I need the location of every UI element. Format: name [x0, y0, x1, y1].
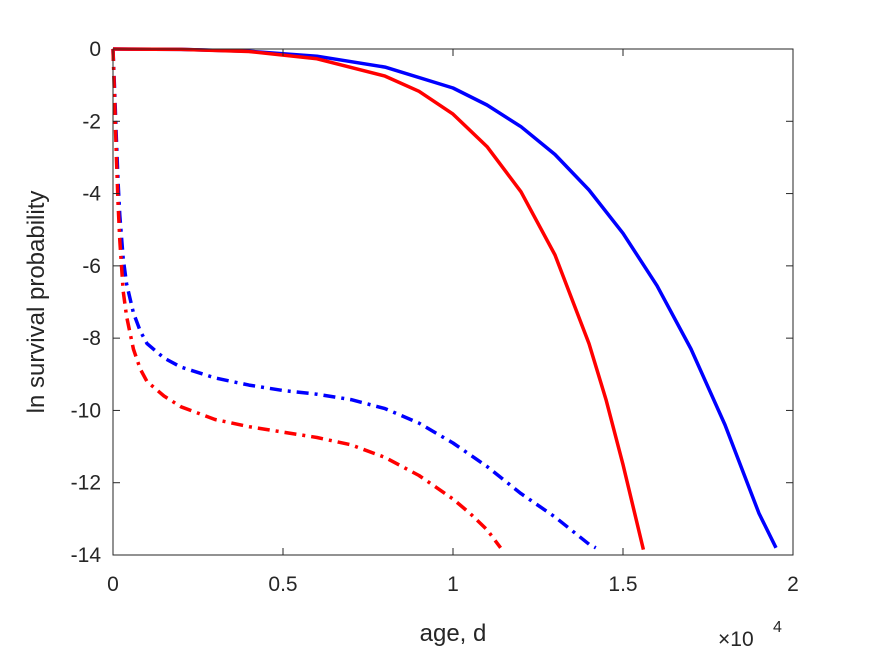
- y-tick-label: -2: [82, 110, 101, 133]
- x-exponent-label: ×10: [718, 628, 754, 651]
- series-line-4: [111, 48, 502, 549]
- y-tick-label: -14: [71, 544, 102, 567]
- y-tick-label: -4: [82, 183, 101, 206]
- x-tick-label: 2: [787, 573, 799, 596]
- y-tick-label: 0: [89, 38, 101, 61]
- y-tick-label: -6: [82, 255, 101, 278]
- y-axis-label: ln survival probability: [23, 191, 50, 414]
- x-ticks: 0 0.5 1 1.5 2: [107, 49, 799, 596]
- x-tick-label: 1: [447, 573, 459, 596]
- y-tick-label: -12: [71, 472, 101, 495]
- y-ticks: 0 -2 -4 -6 -8 -10 -12 -14: [71, 38, 793, 567]
- y-tick-label: -10: [71, 399, 101, 422]
- x-tick-label: 0.5: [268, 573, 297, 596]
- x-tick-label: 0: [107, 573, 119, 596]
- x-tick-label: 1.5: [608, 573, 637, 596]
- x-exponent-power: 4: [773, 619, 782, 636]
- plot-background: [113, 49, 793, 555]
- series-line-2: [112, 47, 646, 551]
- y-tick-label: -8: [82, 327, 101, 350]
- x-axis-label: age, d: [420, 620, 487, 647]
